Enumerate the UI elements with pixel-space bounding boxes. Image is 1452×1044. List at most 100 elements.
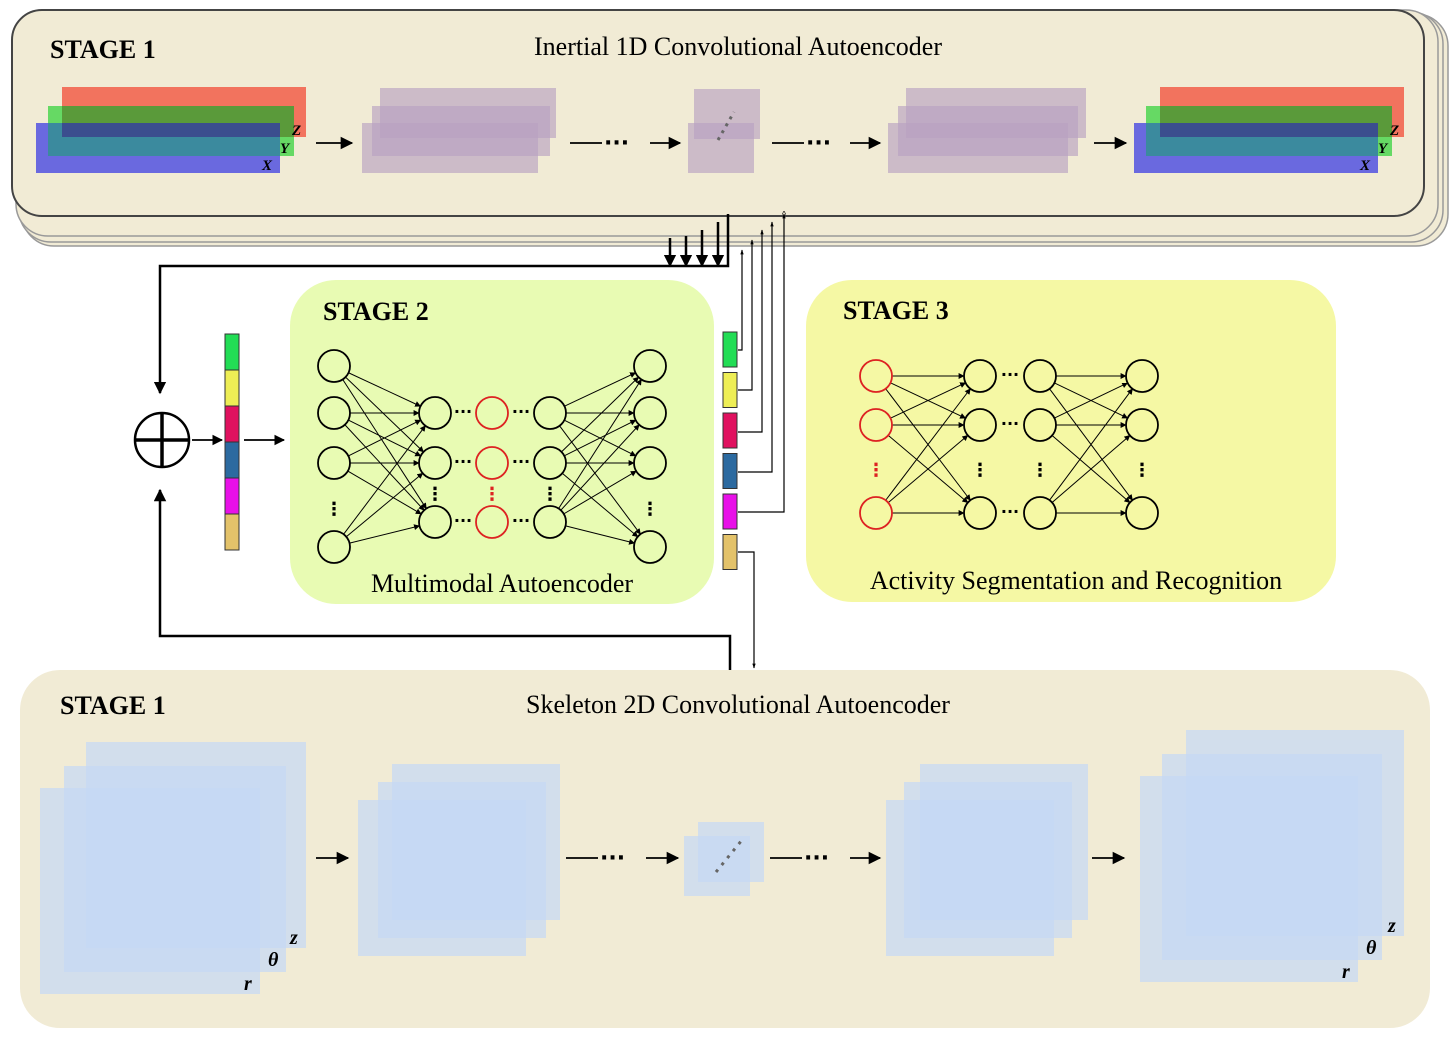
horizontal-ellipsis: ···	[454, 452, 472, 471]
map-layer	[358, 800, 526, 956]
latent-segment	[722, 412, 738, 449]
neuron	[859, 496, 893, 530]
connection	[564, 419, 637, 457]
vertical-ellipsis: ⋮	[483, 484, 501, 505]
vector-to-inertial-arrow	[738, 221, 774, 473]
stage3-box	[806, 280, 1336, 602]
vector-to-inertial-arrow	[738, 229, 764, 433]
connection	[561, 376, 639, 453]
vector-to-inertial-arrow	[738, 249, 744, 351]
skeleton-output-maps	[1140, 730, 1404, 982]
stage2-caption: Multimodal Autoencoder	[371, 569, 633, 598]
vertical-ellipsis: ⋮	[641, 499, 659, 520]
neuron	[317, 530, 351, 564]
vertical-ellipsis: ⋮	[541, 484, 559, 505]
axis-z-label: z	[289, 927, 298, 949]
neuron	[633, 349, 667, 383]
horizontal-ellipsis: ···	[1001, 414, 1019, 433]
neuron	[475, 396, 509, 430]
inertial-autoencoder-panel: STAGE 1 Inertial 1D Convolutional Autoen…	[11, 9, 1449, 247]
latent-segment	[722, 493, 738, 530]
connection	[560, 424, 640, 511]
connection	[563, 470, 637, 515]
axis-x-label: X	[1359, 158, 1371, 174]
connection	[345, 376, 424, 453]
connection	[347, 470, 422, 515]
connection	[558, 378, 642, 509]
connection	[559, 425, 641, 535]
connection	[344, 424, 425, 511]
neuron	[633, 396, 667, 430]
horizontal-ellipsis: ···	[1001, 365, 1019, 384]
axis-z-label: Z	[291, 123, 301, 139]
neuron	[317, 349, 351, 383]
neuron	[533, 396, 567, 430]
ellipsis: ···	[604, 131, 629, 156]
neuron	[1125, 408, 1159, 442]
axis-z-label: Z	[1389, 123, 1399, 139]
connection	[348, 419, 422, 457]
vertical-ellipsis: ⋮	[325, 499, 343, 520]
neuron	[533, 446, 567, 480]
skeleton-autoencoder-panel: STAGE 1 Skeleton 2D Convolutional Autoen…	[20, 670, 1430, 1028]
neuron	[859, 408, 893, 442]
connection-group	[342, 372, 642, 545]
latent-segment	[224, 477, 240, 515]
dots	[716, 111, 736, 141]
neuron	[533, 505, 567, 539]
neuron	[859, 359, 893, 393]
neuron	[1125, 496, 1159, 530]
neuron	[475, 505, 509, 539]
neuron	[1125, 359, 1159, 393]
inertial-feature-map-2	[888, 88, 1086, 173]
neuron	[963, 359, 997, 393]
map-layer	[684, 836, 750, 896]
multimodal-autoencoder-panel: STAGE 2 Multimodal Autoencoder ⋮ ⋮ ⋮ ⋮ ⋮ ··· ·…	[290, 280, 714, 604]
concatenated-latent-vector	[224, 333, 240, 551]
map-layer	[362, 123, 538, 173]
neuron	[963, 408, 997, 442]
neuron	[317, 396, 351, 430]
vertical-ellipsis: ⋮	[867, 460, 885, 481]
neuron	[633, 530, 667, 564]
latent-segment	[722, 534, 738, 570]
inertial-input-signal: Z Y X	[36, 87, 306, 174]
map-layer	[886, 800, 1054, 956]
neuron	[418, 396, 452, 430]
vertical-ellipsis: ⋮	[1031, 460, 1049, 481]
neuron	[418, 446, 452, 480]
ellipsis: ···	[806, 131, 831, 156]
neuron	[475, 446, 509, 480]
horizontal-ellipsis: ···	[512, 511, 530, 530]
connection	[348, 372, 422, 407]
neuron	[1023, 496, 1057, 530]
connection	[1054, 382, 1129, 419]
stage2-label: STAGE 2	[323, 297, 429, 326]
connection	[1051, 435, 1131, 503]
horizontal-ellipsis: ···	[512, 452, 530, 471]
axis-r-label: r	[1342, 961, 1350, 983]
latent-segment	[224, 513, 240, 551]
skeleton-title: Skeleton 2D Convolutional Autoencoder	[526, 690, 950, 719]
latent-segment	[722, 331, 738, 368]
stage2-box	[290, 280, 714, 604]
neuron	[1023, 359, 1057, 393]
axis-z-label: z	[1387, 915, 1396, 937]
reconstructed-latent-vector	[722, 331, 738, 570]
connection	[564, 372, 637, 407]
ellipsis: ···	[600, 846, 625, 871]
vector-to-inertial-arrow	[738, 239, 754, 391]
map-layer	[688, 123, 754, 173]
map-layer	[40, 788, 260, 994]
skeleton-feature-map-2	[886, 764, 1088, 956]
neuron	[418, 505, 452, 539]
neuron	[633, 446, 667, 480]
neuron	[963, 496, 997, 530]
connection	[890, 382, 967, 419]
skeleton-feature-map-1	[358, 764, 560, 956]
neuron	[1023, 408, 1057, 442]
fusion-node	[133, 411, 191, 469]
connection	[345, 472, 424, 538]
axis-theta-label: θ	[1366, 937, 1377, 959]
